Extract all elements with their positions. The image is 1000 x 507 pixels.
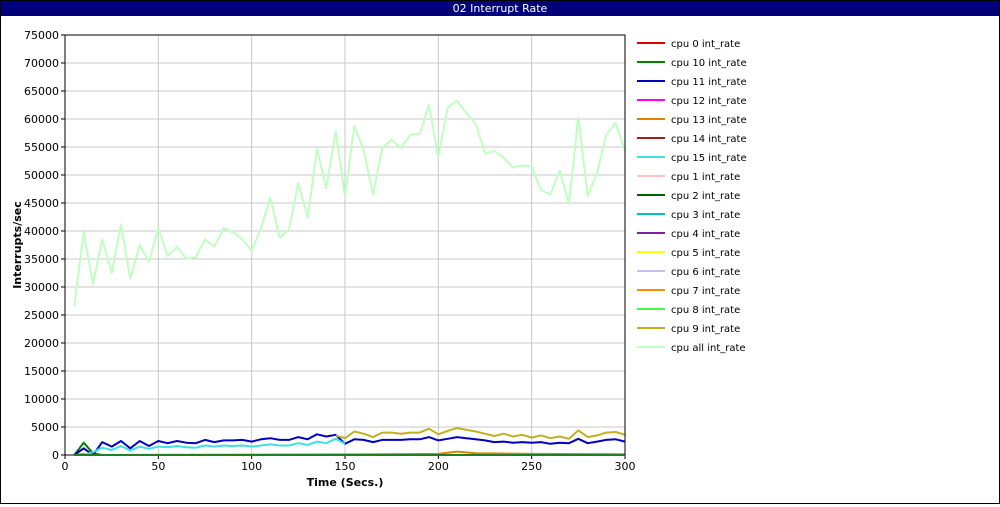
y-tick-label: 30000	[24, 281, 59, 294]
legend-label: cpu 7 int_rate	[671, 286, 740, 297]
x-tick-label: 150	[335, 460, 356, 473]
legend-label: cpu 14 int_rate	[671, 134, 747, 145]
legend-label: cpu 15 int_rate	[671, 153, 747, 164]
y-tick-label: 35000	[24, 253, 59, 266]
y-tick-label: 65000	[24, 85, 59, 98]
legend-label: cpu 8 int_rate	[671, 305, 740, 316]
x-tick-label: 250	[521, 460, 542, 473]
series-line	[73, 433, 626, 456]
series-line	[73, 99, 626, 307]
legend-label: cpu 10 int_rate	[671, 58, 747, 69]
series-lines	[73, 99, 626, 456]
legend-label: cpu 1 int_rate	[671, 172, 740, 183]
x-axis-label: Time (Secs.)	[307, 476, 384, 489]
y-tick-label: 0	[52, 449, 59, 462]
y-tick-label: 70000	[24, 57, 59, 70]
y-tick-label: 60000	[24, 113, 59, 126]
y-tick-label: 5000	[31, 421, 59, 434]
grid-lines	[65, 35, 625, 455]
y-tick-label: 25000	[24, 309, 59, 322]
series-line	[335, 427, 626, 440]
legend-label: cpu 3 int_rate	[671, 210, 740, 221]
x-axis-ticks: 0 50 100 150 200 250 300	[62, 455, 636, 473]
y-axis-ticks: 0 5000 10000 15000 20000 25000 30000 35000 40000…	[24, 29, 65, 462]
x-tick-label: 50	[151, 460, 165, 473]
y-tick-label: 50000	[24, 169, 59, 182]
x-tick-label: 200	[428, 460, 449, 473]
legend-label: cpu 6 int_rate	[671, 267, 740, 278]
y-tick-label: 10000	[24, 393, 59, 406]
legend-label: cpu 5 int_rate	[671, 248, 740, 259]
x-tick-label: 100	[241, 460, 262, 473]
legend-label: cpu 9 int_rate	[671, 324, 740, 335]
x-tick-label: 0	[62, 460, 69, 473]
legend-label: cpu 4 int_rate	[671, 229, 740, 240]
legend-label: cpu 2 int_rate	[671, 191, 740, 202]
x-tick-label: 300	[615, 460, 636, 473]
legend-label: cpu 11 int_rate	[671, 77, 747, 88]
y-tick-label: 45000	[24, 197, 59, 210]
y-tick-label: 40000	[24, 225, 59, 238]
legend-label: cpu 12 int_rate	[671, 96, 747, 107]
legend-label: cpu 0 int_rate	[671, 39, 740, 50]
y-axis-label: Interrupts/sec	[11, 201, 24, 289]
y-tick-label: 20000	[24, 337, 59, 350]
plot-border	[64, 34, 626, 456]
series-line	[74, 437, 346, 456]
legend-label: cpu 13 int_rate	[671, 115, 747, 126]
y-tick-label: 15000	[24, 365, 59, 378]
y-tick-label: 75000	[24, 29, 59, 42]
y-tick-label: 55000	[24, 141, 59, 154]
window-title: 02 Interrupt Rate	[1, 1, 999, 16]
legend-label: cpu all int_rate	[671, 343, 746, 354]
interrupt-rate-chart: 0 5000 10000 15000 20000 25000 30000 35000 40000…	[11, 29, 747, 489]
